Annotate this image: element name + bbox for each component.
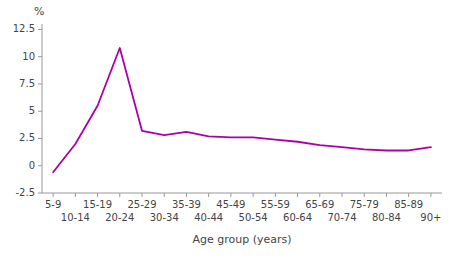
x-tick — [208, 193, 209, 197]
x-tick — [408, 193, 409, 197]
y-tick-label: 12.5 — [13, 23, 35, 34]
x-axis-label: Age group (years) — [192, 233, 291, 246]
x-tick — [164, 193, 165, 197]
x-tick — [319, 193, 320, 197]
x-tick-label: 55-59 — [261, 199, 290, 210]
y-tick-label: 0 — [29, 160, 35, 171]
x-tick-label: 15-19 — [83, 199, 112, 210]
x-tick — [386, 193, 387, 197]
x-tick-label: 65-69 — [305, 199, 334, 210]
x-tick — [142, 193, 143, 197]
y-tick-label: -2.5 — [15, 187, 35, 198]
x-tick — [119, 193, 120, 197]
y-tick-label: 2.5 — [19, 132, 35, 143]
x-tick-label: 20-24 — [105, 212, 134, 223]
x-tick-label: 25-29 — [127, 199, 156, 210]
y-axis-line — [42, 24, 43, 193]
x-tick-label: 50-54 — [239, 212, 268, 223]
y-tick — [38, 111, 42, 112]
chart: -2.5 0 2.5 5 7.5 10 12.5 5-910-14 15-19 20-24 25-2… — [0, 0, 454, 265]
x-tick — [430, 193, 431, 197]
x-tick-label: 5-9 — [45, 199, 61, 210]
x-axis-line — [42, 193, 442, 194]
plot-area — [53, 48, 431, 172]
y-tick — [38, 193, 42, 194]
x-tick-label: 35-39 — [172, 199, 201, 210]
x-tick — [297, 193, 298, 197]
x-tick — [53, 193, 54, 197]
x-tick-label: 90+ — [420, 212, 441, 223]
x-tick-label: 70-74 — [327, 212, 356, 223]
y-tick-label: 5 — [29, 105, 35, 116]
x-tick — [253, 193, 254, 197]
y-tick — [38, 83, 42, 84]
y-tick — [38, 165, 42, 166]
y-tick-label: 10 — [22, 51, 35, 62]
x-tick-label: 45-49 — [216, 199, 245, 210]
x-tick-label: 30-34 — [150, 212, 179, 223]
x-tick — [97, 193, 98, 197]
x-tick — [275, 193, 276, 197]
y-tick — [38, 29, 42, 30]
x-tick-label: 60-64 — [283, 212, 312, 223]
y-tick — [38, 138, 42, 139]
x-tick — [230, 193, 231, 197]
x-tick-label: 40-44 — [194, 212, 223, 223]
x-tick — [186, 193, 187, 197]
x-tick-label: 10-14 — [61, 212, 90, 223]
data-line — [53, 48, 431, 172]
x-tick — [75, 193, 76, 197]
x-tick — [342, 193, 343, 197]
x-tick-label: 75-79 — [350, 199, 379, 210]
y-tick-label: 7.5 — [19, 78, 35, 89]
y-axis-label: % — [34, 5, 44, 18]
x-tick-label: 85-89 — [394, 199, 423, 210]
y-tick — [38, 56, 42, 57]
x-tick — [364, 193, 365, 197]
x-tick-label: 80-84 — [372, 212, 401, 223]
chart-container: -2.5 0 2.5 5 7.5 10 12.5 5-910-14 15-19 20-24 25-2… — [0, 0, 454, 265]
